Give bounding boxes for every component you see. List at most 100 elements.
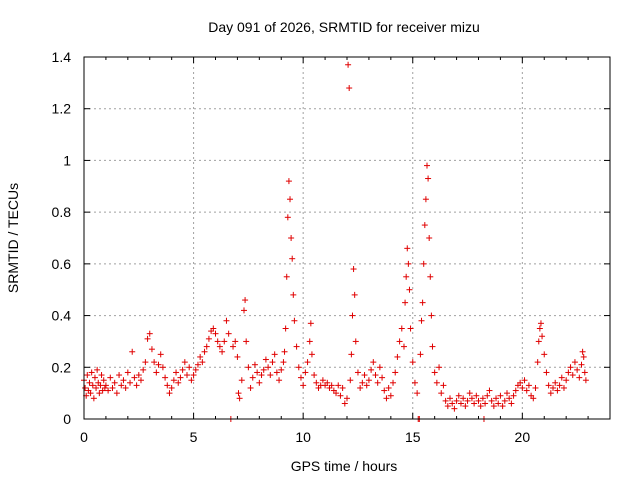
data-point (118, 382, 125, 389)
data-point (428, 312, 435, 319)
data-point (249, 374, 256, 381)
data-point (488, 397, 495, 404)
data-point (409, 359, 416, 366)
grid-lines (84, 57, 610, 419)
data-point (166, 390, 173, 397)
data-point (374, 379, 381, 386)
data-point (574, 366, 581, 373)
data-point (552, 379, 559, 386)
data-point (131, 374, 138, 381)
data-point (262, 356, 269, 363)
data-point (243, 338, 250, 345)
data-point (173, 369, 180, 376)
data-point (372, 372, 379, 379)
data-point (436, 364, 443, 371)
data-point (475, 397, 482, 404)
data-point (365, 377, 372, 384)
x-tick-label: 5 (190, 429, 198, 445)
data-point (579, 348, 586, 355)
data-point (457, 400, 464, 407)
data-point (170, 377, 177, 384)
data-point (120, 377, 127, 384)
data-point (418, 317, 425, 324)
data-point (447, 395, 454, 402)
data-point (205, 335, 212, 342)
data-point (493, 395, 500, 402)
data-point (429, 343, 436, 350)
x-tick-label: 15 (405, 429, 421, 445)
data-point (484, 392, 491, 399)
data-point (137, 377, 144, 384)
data-point (214, 338, 221, 345)
data-point (153, 369, 160, 376)
data-point (440, 382, 447, 389)
data-point (289, 255, 296, 262)
data-point (460, 395, 467, 402)
data-point (348, 351, 355, 358)
data-point (236, 395, 243, 402)
data-point (425, 175, 432, 182)
data-point (390, 379, 397, 386)
data-point (308, 351, 315, 358)
data-point (503, 390, 510, 397)
data-point (271, 351, 278, 358)
data-point (90, 395, 97, 402)
data-point (363, 382, 370, 389)
data-point (381, 387, 388, 394)
data-point (405, 260, 412, 267)
data-point (497, 392, 504, 399)
data-point (109, 384, 116, 391)
data-point (563, 377, 570, 384)
data-point (535, 338, 542, 345)
data-point (232, 338, 239, 345)
chart-title: Day 091 of 2026, SRMTID for receiver miz… (208, 19, 480, 35)
data-point (242, 297, 249, 304)
data-point (175, 379, 182, 386)
data-point (313, 379, 320, 386)
data-point (468, 395, 475, 402)
data-point (422, 196, 429, 203)
data-point (86, 379, 93, 386)
data-point (87, 390, 94, 397)
data-point (221, 338, 228, 345)
data-point (265, 364, 272, 371)
data-point (295, 364, 302, 371)
data-point (234, 353, 241, 360)
data-point (344, 395, 350, 402)
data-point (361, 372, 368, 379)
data-point (285, 178, 292, 185)
data-point (385, 384, 392, 391)
data-point (111, 379, 118, 386)
data-point (479, 395, 486, 402)
data-point (282, 325, 289, 332)
y-axis-label: SRMTID / TECUs (5, 183, 21, 293)
data-point (383, 395, 390, 402)
data-point (578, 361, 585, 368)
data-point (349, 312, 356, 319)
data-point (129, 348, 136, 355)
data-point (495, 400, 502, 407)
data-point (212, 330, 219, 337)
data-point (521, 377, 528, 384)
data-point (337, 392, 344, 399)
data-point (444, 403, 451, 410)
data-point (184, 372, 191, 379)
data-point (387, 392, 394, 399)
data-point (482, 400, 489, 407)
data-point (194, 361, 201, 368)
data-point (258, 372, 265, 379)
data-point (392, 369, 399, 376)
data-point (394, 353, 401, 360)
data-point (281, 348, 288, 355)
data-point (471, 400, 478, 407)
data-point (550, 384, 557, 391)
data-point (438, 390, 445, 397)
data-point (510, 392, 517, 399)
y-tick-label: 1 (63, 152, 71, 168)
data-point (192, 366, 199, 373)
data-point (278, 366, 285, 373)
data-point (179, 366, 186, 373)
data-point (545, 382, 552, 389)
data-point (267, 372, 274, 379)
data-point (223, 317, 230, 324)
